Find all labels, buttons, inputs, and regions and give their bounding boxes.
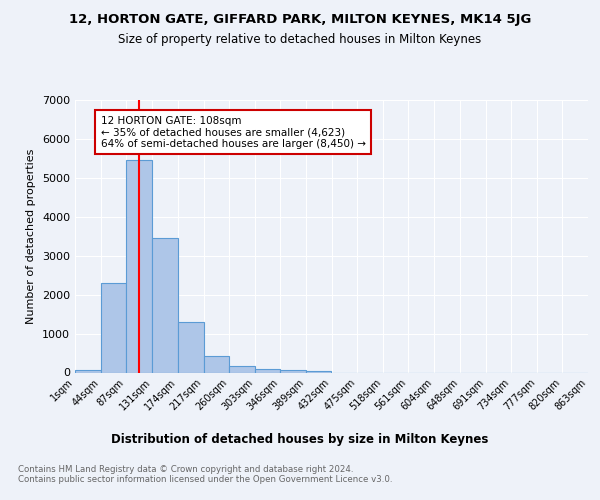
Bar [280, 370, 306, 372]
Bar [255, 368, 280, 372]
Bar [229, 366, 255, 372]
Y-axis label: Number of detached properties: Number of detached properties [26, 148, 37, 324]
Text: 12, HORTON GATE, GIFFARD PARK, MILTON KEYNES, MK14 5JG: 12, HORTON GATE, GIFFARD PARK, MILTON KE… [69, 12, 531, 26]
Bar [101, 283, 126, 372]
Text: Distribution of detached houses by size in Milton Keynes: Distribution of detached houses by size … [112, 432, 488, 446]
Text: Size of property relative to detached houses in Milton Keynes: Size of property relative to detached ho… [118, 32, 482, 46]
Bar [75, 370, 101, 372]
Bar [203, 356, 229, 372]
Bar [126, 160, 152, 372]
Text: 12 HORTON GATE: 108sqm
← 35% of detached houses are smaller (4,623)
64% of semi-: 12 HORTON GATE: 108sqm ← 35% of detached… [101, 116, 365, 149]
Bar [178, 322, 203, 372]
Bar [152, 238, 178, 372]
Text: Contains HM Land Registry data © Crown copyright and database right 2024.
Contai: Contains HM Land Registry data © Crown c… [18, 465, 392, 484]
